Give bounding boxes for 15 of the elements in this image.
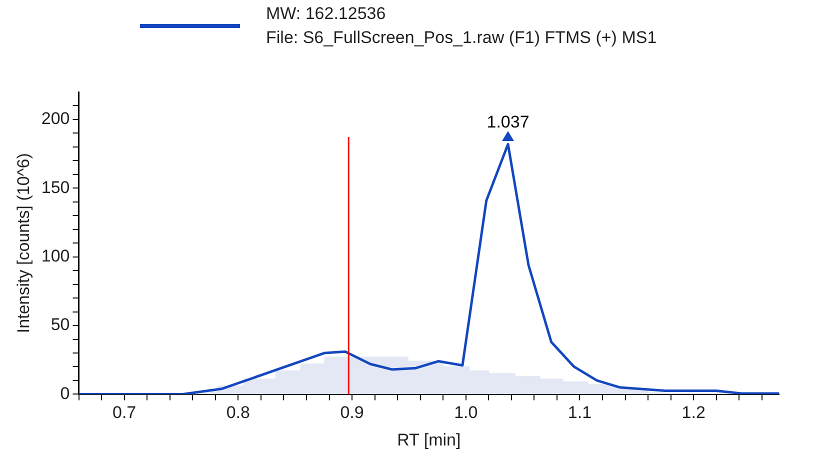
y-axis-title: Intensity [counts] (10^6) [14, 153, 33, 334]
x-tick-label: 1.1 [568, 403, 592, 422]
y-tick-label: 100 [41, 246, 70, 266]
text: MW: 162.12536 File: S6_FullScreen_Pos_1.raw (F1) FTMS (+) MS1 [266, 3, 657, 49]
y-tick-label: 200 [41, 109, 70, 128]
y-tick-label: 50 [50, 315, 70, 334]
x-tick-label: 0.7 [112, 403, 136, 422]
x-tick-label: 0.8 [226, 403, 250, 422]
y-tick-label: 0 [60, 384, 70, 403]
x-tick-label: 1.2 [682, 403, 706, 422]
x-tick-label: 1.0 [454, 403, 478, 422]
y-tick-label: 150 [41, 178, 70, 197]
annotation: 1.037 [486, 112, 530, 132]
x-axis-title: RT [min] [397, 430, 461, 450]
x-tick-label: 0.9 [340, 403, 364, 422]
